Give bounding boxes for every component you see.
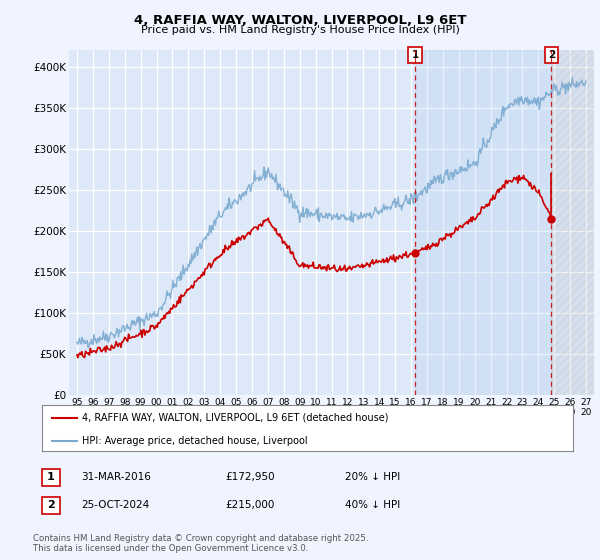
Text: 31-MAR-2016: 31-MAR-2016 bbox=[81, 472, 151, 482]
Text: Price paid vs. HM Land Registry's House Price Index (HPI): Price paid vs. HM Land Registry's House … bbox=[140, 25, 460, 35]
Text: £172,950: £172,950 bbox=[225, 472, 275, 482]
Text: 20% ↓ HPI: 20% ↓ HPI bbox=[345, 472, 400, 482]
FancyBboxPatch shape bbox=[42, 469, 60, 486]
Text: £215,000: £215,000 bbox=[225, 500, 274, 510]
Bar bbox=[415, 50, 551, 395]
Text: HPI: Average price, detached house, Liverpool: HPI: Average price, detached house, Live… bbox=[82, 436, 307, 446]
Text: 4, RAFFIA WAY, WALTON, LIVERPOOL, L9 6ET: 4, RAFFIA WAY, WALTON, LIVERPOOL, L9 6ET bbox=[134, 14, 466, 27]
Text: 40% ↓ HPI: 40% ↓ HPI bbox=[345, 500, 400, 510]
Text: Contains HM Land Registry data © Crown copyright and database right 2025.
This d: Contains HM Land Registry data © Crown c… bbox=[33, 534, 368, 553]
Text: 2: 2 bbox=[47, 501, 55, 510]
FancyBboxPatch shape bbox=[42, 497, 60, 514]
Text: 25-OCT-2024: 25-OCT-2024 bbox=[81, 500, 149, 510]
Text: 1: 1 bbox=[412, 50, 419, 60]
Text: 1: 1 bbox=[47, 473, 55, 482]
Text: 4, RAFFIA WAY, WALTON, LIVERPOOL, L9 6ET (detached house): 4, RAFFIA WAY, WALTON, LIVERPOOL, L9 6ET… bbox=[82, 413, 388, 423]
Text: 2: 2 bbox=[548, 50, 555, 60]
Bar bbox=[551, 50, 594, 395]
